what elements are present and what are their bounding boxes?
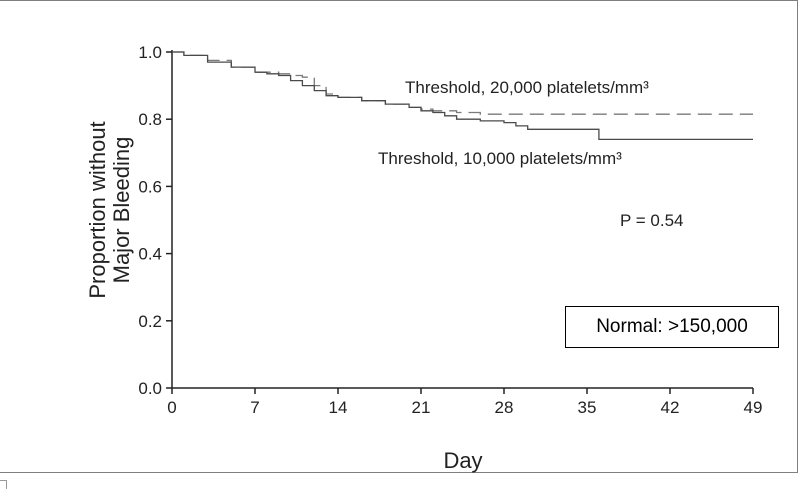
annotation-p-value: P = 0.54 (620, 211, 684, 230)
x-tick-label: 0 (167, 398, 176, 417)
y-axis-title-line-1: Proportion without (85, 121, 110, 298)
x-tick-label: 42 (661, 398, 680, 417)
y-tick-label: 0.0 (138, 379, 162, 398)
y-tick-label: 1.0 (138, 43, 162, 62)
figure-frame (0, 0, 798, 473)
series-layer (172, 51, 753, 141)
annotation-threshold-10000: Threshold, 10,000 platelets/mm³ (378, 149, 622, 168)
y-axis-title-line-2: Major Bleeding (109, 137, 134, 284)
series-line-1 (172, 51, 753, 141)
normal-range-box: Normal: >150,000 (565, 306, 779, 348)
x-tick-label: 14 (329, 398, 348, 417)
annotation-threshold-20000: Threshold, 20,000 platelets/mm³ (405, 78, 649, 97)
y-tick-label: 0.8 (138, 110, 162, 129)
axes: 0.0 0.2 0.4 0.6 0.8 1.0 0 7 14 21 28 35 42 49 (138, 43, 762, 417)
x-tick-label: 7 (250, 398, 259, 417)
normal-range-text: Normal: >150,000 (596, 316, 748, 337)
y-tick-label: 0.4 (138, 245, 162, 264)
x-tick-label: 28 (495, 398, 514, 417)
y-tick-label: 0.2 (138, 312, 162, 331)
labels: Proportion without Major Bleeding Day Th… (85, 78, 684, 473)
y-tick-label: 0.6 (138, 177, 162, 196)
x-tick-label: 35 (578, 398, 597, 417)
x-tick-label: 49 (744, 398, 763, 417)
x-tick-label: 21 (412, 398, 431, 417)
x-axis-title: Day (443, 448, 482, 473)
frame-corner-mark (0, 480, 7, 489)
